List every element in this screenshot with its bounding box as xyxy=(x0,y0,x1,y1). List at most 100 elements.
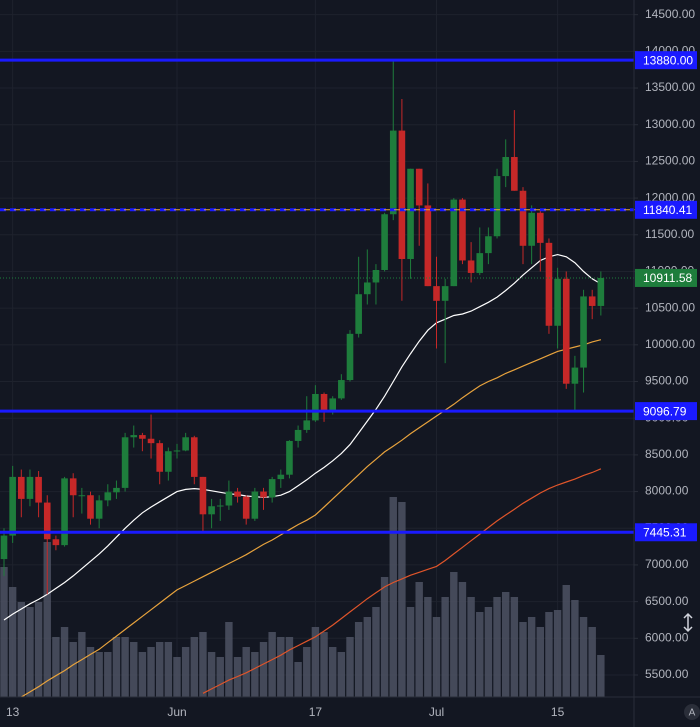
candle-body xyxy=(511,157,518,191)
volume-bar xyxy=(337,652,346,697)
y-tick-label: 11500.00 xyxy=(645,227,694,241)
volume-bar xyxy=(571,600,579,697)
candle-body xyxy=(433,286,440,301)
candle-body xyxy=(338,380,345,399)
level-tag xyxy=(635,51,697,70)
moving-averages xyxy=(3,253,602,697)
axes: 5500.006000.006500.007000.007500.008000.… xyxy=(6,7,695,719)
volume-bar xyxy=(406,607,415,697)
volume-bar xyxy=(225,622,233,697)
last-price-tag xyxy=(635,268,697,287)
volume-bar xyxy=(363,617,371,697)
y-tick-label: 8000.00 xyxy=(645,484,689,498)
volume-bar xyxy=(458,582,467,697)
scale-icon[interactable] xyxy=(683,612,693,633)
candle-body xyxy=(571,367,579,384)
volume-bar xyxy=(268,632,276,697)
candle-body xyxy=(225,491,233,506)
volume-bar xyxy=(389,497,397,697)
candle-body xyxy=(182,437,189,451)
level-label: 11840.41 xyxy=(643,203,692,217)
candle-body xyxy=(35,476,42,503)
volume-bar xyxy=(380,577,389,697)
volume-bar xyxy=(398,502,406,697)
candle-body xyxy=(139,435,146,439)
candle-body xyxy=(476,253,484,273)
volume-bar xyxy=(493,597,501,697)
candle-body xyxy=(597,277,605,306)
volume-bar xyxy=(415,582,423,697)
x-tick-label: 13 xyxy=(6,705,20,719)
y-tick-label: 5500.00 xyxy=(645,667,689,681)
volume-bar xyxy=(156,642,164,697)
candle-body xyxy=(459,199,466,261)
volume-bar xyxy=(60,627,69,697)
volume-bar xyxy=(467,597,475,697)
volume-bar xyxy=(476,612,484,697)
volume-bar xyxy=(303,647,311,697)
volume-bar xyxy=(164,642,173,697)
candle-body xyxy=(260,491,267,498)
grid xyxy=(0,0,634,697)
candle-body xyxy=(398,130,406,259)
candle-body xyxy=(191,437,198,477)
volume-bar xyxy=(294,662,302,697)
volume-bar xyxy=(138,652,147,697)
volume-bar xyxy=(545,612,553,697)
y-tick-label: 10500.00 xyxy=(645,300,695,314)
candle-body xyxy=(0,535,8,560)
candle-body xyxy=(18,476,25,499)
volume-bar xyxy=(251,652,259,697)
y-tick-label: 14500.00 xyxy=(645,7,695,21)
volume-bar xyxy=(0,567,8,697)
level-tag xyxy=(635,200,697,219)
candle-body xyxy=(562,278,570,384)
candle-body xyxy=(147,438,155,444)
candle-body xyxy=(268,479,276,498)
volume-bar xyxy=(86,647,95,697)
candle-body xyxy=(372,269,380,283)
candle-body xyxy=(467,260,475,273)
candle-body xyxy=(303,420,311,430)
volume-bar xyxy=(69,642,77,697)
auto-scale-button[interactable]: A xyxy=(684,704,700,720)
moving-average xyxy=(3,253,602,621)
level-label: 13880.00 xyxy=(643,53,693,67)
candle-body xyxy=(78,495,86,497)
candle-body xyxy=(528,212,535,246)
volume-bar xyxy=(424,597,432,697)
volume-bar xyxy=(190,637,198,697)
candle-body xyxy=(173,450,181,452)
volume-bar xyxy=(242,647,250,697)
volume-bar xyxy=(121,637,129,697)
candle-body xyxy=(234,491,241,497)
candle-body xyxy=(580,296,587,368)
candle-body xyxy=(61,478,68,546)
button-label[interactable]: A xyxy=(689,708,696,719)
x-tick-label: 15 xyxy=(551,705,565,719)
volume-bar xyxy=(354,622,363,697)
candle-body xyxy=(216,505,224,507)
candle-body xyxy=(389,130,397,215)
candle-body xyxy=(545,242,553,326)
volume-bar xyxy=(597,655,605,697)
volume-bar xyxy=(112,637,121,697)
candle-body xyxy=(43,502,51,540)
candle-body xyxy=(156,443,163,472)
candle-body xyxy=(26,476,34,499)
volume-bar xyxy=(510,597,519,697)
volume-bar xyxy=(216,657,224,697)
y-tick-label: 13500.00 xyxy=(645,80,695,94)
volume-bar xyxy=(259,642,268,697)
candle-body xyxy=(355,294,362,334)
candle-body xyxy=(95,500,103,519)
candle-body xyxy=(9,476,16,536)
volume-bar xyxy=(173,657,181,697)
y-tick-label: 9500.00 xyxy=(645,374,689,388)
candle-body xyxy=(121,437,129,488)
candle-body xyxy=(502,157,509,177)
volume-bar xyxy=(207,652,216,697)
candle-body xyxy=(165,451,172,472)
price-tags: 13880.00 11840.41 9096.79 7445.31 10911.58 xyxy=(0,51,697,542)
